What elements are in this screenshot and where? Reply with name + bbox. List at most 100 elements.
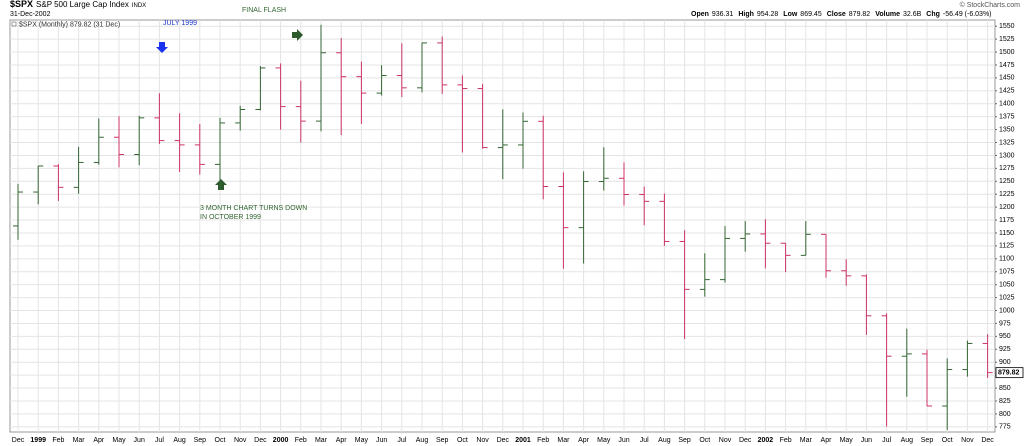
- y-tick-label: 1450: [999, 75, 1015, 82]
- header-title: $SPX S&P 500 Large Cap Index INDX: [10, 0, 146, 9]
- stat-value: 32.6B: [903, 11, 922, 18]
- annotation: FINAL FLASH: [242, 7, 286, 14]
- header-stats: Open 936.31 High 954.28 Low 869.45 Close 879.82…: [691, 11, 992, 18]
- copyright: © StockCharts.com: [960, 1, 1021, 9]
- stat-value: 954.28: [757, 11, 779, 18]
- x-tick-label: Feb: [537, 437, 549, 444]
- x-tick-label: Jun: [618, 437, 629, 444]
- y-tick-label: 1225: [999, 191, 1015, 198]
- header-date: 31-Dec-2002: [10, 11, 51, 18]
- x-tick-label: 2001: [515, 437, 531, 444]
- y-tick-label: 1475: [999, 62, 1015, 69]
- y-tick-label: 1075: [999, 269, 1015, 276]
- annotation: 3 MONTH CHART TURNS DOWN: [200, 205, 307, 212]
- y-tick-label: 975: [999, 320, 1011, 327]
- x-tick-label: Dec: [254, 437, 267, 444]
- x-tick-label: Nov: [476, 437, 489, 444]
- stat-value: 879.82: [849, 11, 871, 18]
- x-tick-label: Jun: [134, 437, 145, 444]
- x-tick-label: Aug: [416, 437, 429, 444]
- x-tick-label: Nov: [961, 437, 974, 444]
- x-tick-label: Jun: [861, 437, 872, 444]
- y-tick-label: 850: [999, 385, 1011, 392]
- x-tick-label: Nov: [719, 437, 732, 444]
- x-tick-label: May: [355, 437, 369, 444]
- symbol: $SPX: [10, 0, 33, 9]
- last-price-box: [995, 367, 1024, 379]
- y-tick-label: 1250: [999, 178, 1015, 185]
- y-tick-label: 800: [999, 411, 1011, 418]
- arrow-up: [215, 179, 227, 190]
- y-tick-label: 825: [999, 398, 1011, 405]
- x-tick-label: Mar: [315, 437, 328, 444]
- x-tick-label: Apr: [578, 437, 590, 444]
- y-tick-label: 1525: [999, 36, 1015, 43]
- y-tick-label: 1025: [999, 294, 1015, 301]
- x-tick-label: May: [112, 437, 126, 444]
- y-tick-label: 1100: [999, 256, 1014, 263]
- x-tick-label: Jul: [640, 437, 649, 444]
- x-tick-label: Feb: [295, 437, 307, 444]
- y-tick-label: 1125: [999, 243, 1014, 250]
- x-tick-label: Oct: [215, 437, 226, 444]
- x-tick-label: Sep: [678, 437, 691, 444]
- stat-label: Open: [691, 11, 709, 18]
- x-tick-label: Jul: [882, 437, 891, 444]
- x-tick-label: Dec: [497, 437, 510, 444]
- x-tick-label: Feb: [52, 437, 64, 444]
- x-tick-label: Sep: [194, 437, 207, 444]
- y-tick-label: 1350: [999, 126, 1015, 133]
- x-tick-label: Aug: [658, 437, 671, 444]
- x-tick-label: Oct: [942, 437, 953, 444]
- x-tick-label: Apr: [821, 437, 833, 444]
- x-tick-label: Jun: [376, 437, 387, 444]
- x-tick-label: Jul: [397, 437, 406, 444]
- arrow-down: [156, 42, 168, 53]
- x-tick-label: Sep: [436, 437, 449, 444]
- y-tick-label: 1500: [999, 49, 1015, 56]
- x-tick-label: Dec: [981, 437, 994, 444]
- y-tick-label: 1150: [999, 230, 1014, 237]
- x-tick-label: Nov: [234, 437, 247, 444]
- y-tick-label: 1325: [999, 139, 1015, 146]
- x-tick-label: Mar: [800, 437, 813, 444]
- exchange: INDX: [132, 3, 146, 9]
- y-tick-label: 925: [999, 346, 1011, 353]
- grid: [10, 20, 995, 432]
- y-tick-label: 775: [999, 424, 1011, 431]
- x-tick-label: Sep: [921, 437, 934, 444]
- y-tick-label: 1000: [999, 307, 1015, 314]
- y-tick-label: 950: [999, 333, 1011, 340]
- last-price-label: 879.82: [998, 369, 1020, 376]
- x-tick-label: Jul: [155, 437, 164, 444]
- y-tick-label: 1400: [999, 101, 1015, 108]
- stat-label: Chg: [926, 11, 940, 18]
- x-tick-label: Mar: [73, 437, 86, 444]
- x-tick-label: May: [597, 437, 611, 444]
- stat-label: High: [738, 11, 754, 18]
- index-name: S&P 500 Large Cap Index: [36, 0, 129, 9]
- x-tick-label: 2002: [758, 437, 774, 444]
- annotation: IN OCTOBER 1999: [200, 214, 261, 221]
- x-tick-label: Dec: [12, 437, 25, 444]
- x-tick-label: Mar: [557, 437, 570, 444]
- stat-label: Close: [827, 11, 846, 18]
- y-tick-label: 1050: [999, 282, 1015, 289]
- x-tick-label: Apr: [93, 437, 105, 444]
- y-tick-label: 1425: [999, 88, 1015, 95]
- y-tick-label: 1375: [999, 114, 1015, 121]
- annotation: JULY 1999: [163, 20, 197, 27]
- legend: $SPX (Monthly) 879.82 (31 Dec): [19, 21, 120, 28]
- y-tick-label: 1300: [999, 152, 1015, 159]
- y-tick-label: 1550: [999, 23, 1015, 30]
- x-tick-label: Dec: [739, 437, 752, 444]
- y-tick-label: 1175: [999, 217, 1014, 224]
- y-tick-label: 1200: [999, 204, 1015, 211]
- stat-label: Volume: [875, 11, 900, 18]
- legend-icon: [11, 21, 17, 27]
- x-tick-label: 1999: [30, 437, 46, 444]
- stat-value: 936.31: [712, 11, 734, 18]
- stat-value: -56.49 (-6.03%): [943, 11, 992, 18]
- y-tick-label: 1275: [999, 165, 1015, 172]
